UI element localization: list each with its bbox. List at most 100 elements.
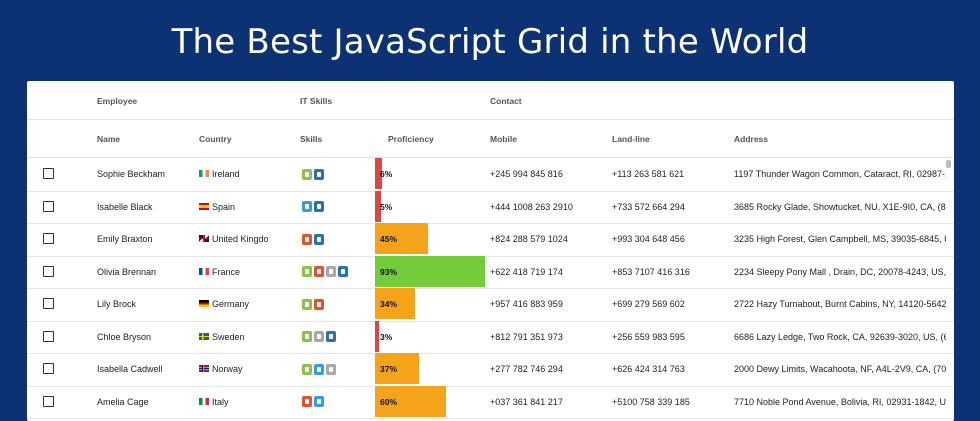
group-header-it-skills[interactable]: IT Skills	[300, 96, 333, 106]
landline-number: +853 7107 416 316	[612, 266, 690, 277]
proficiency-cell: 45%	[375, 223, 485, 255]
skill-green-icon	[302, 168, 312, 180]
country-name: Spain	[212, 201, 236, 212]
country-name: Ireland	[212, 169, 240, 179]
skill-green-icon	[302, 266, 312, 277]
proficiency-bar	[375, 320, 379, 352]
proficiency-bar	[375, 353, 419, 384]
row-checkbox[interactable]	[43, 168, 54, 179]
country-cell: Italy	[199, 386, 269, 418]
column-header-row: Name Country Skills Proficiency Mobile L…	[27, 120, 954, 158]
proficiency-cell: 34%	[375, 288, 485, 320]
table-row[interactable]: Emily Braxton United Kingdom 45% +824 288 5…	[27, 223, 954, 257]
employee-name: Lily Brock	[97, 299, 137, 309]
address: 2000 Dewy Limits, Wacahoota, NF, A4L-2V9…	[734, 364, 946, 374]
country-cell: Norway	[199, 353, 269, 385]
proficiency-cell: 3%	[375, 320, 485, 353]
table-row[interactable]: Lily Brock Germany 34% +957 416 883 959 +699…	[27, 288, 954, 322]
column-header-name[interactable]: Name	[97, 134, 121, 144]
italy-flag-icon	[199, 397, 209, 405]
proficiency-value: 60%	[380, 396, 398, 407]
table-row[interactable]: Chloe Bryson Sweden 3% +812 791 351 973 +256…	[27, 320, 954, 354]
landline-number: +626 424 314 763	[612, 364, 685, 374]
address: 1197 Thunder Wagon Common, Cataract, RI,…	[734, 169, 946, 179]
proficiency-value: 5%	[380, 201, 393, 212]
proficiency-bar	[375, 190, 381, 222]
mobile-number: +037 361 841 217	[490, 396, 563, 407]
proficiency-cell: 5%	[375, 190, 485, 223]
skill-lightblue-icon	[314, 396, 324, 407]
column-header-mobile[interactable]: Mobile	[490, 134, 517, 144]
row-checkbox[interactable]	[43, 330, 54, 342]
skills-cell	[302, 223, 382, 255]
column-header-country[interactable]: Country	[199, 134, 232, 144]
row-checkbox[interactable]	[43, 298, 54, 309]
proficiency-bar	[375, 223, 429, 254]
mobile-number: +245 994 845 816	[490, 169, 563, 179]
skills-cell	[302, 191, 382, 223]
employee-name: Isabelle Black	[97, 201, 153, 212]
landline-number: +113 263 581 621	[612, 169, 685, 179]
skill-green-icon	[302, 331, 312, 342]
landline-number: +733 572 664 294	[612, 201, 685, 212]
table-row[interactable]: Isabella Cadwell Norway 37% +277 782 746 29…	[27, 353, 954, 387]
mobile-number: +277 782 746 294	[490, 364, 563, 374]
skill-green-icon	[302, 298, 312, 310]
address: 2234 Sleepy Pony Mall , Drain, DC, 20078…	[734, 266, 946, 277]
table-row[interactable]: Sophie Beckham Ireland 6% +245 994 845 816 +…	[27, 158, 954, 192]
proficiency-cell: 37%	[375, 353, 485, 385]
proficiency-value: 93%	[380, 266, 398, 277]
skill-orange-icon	[302, 396, 312, 407]
france-flag-icon	[199, 267, 209, 275]
group-header-contact[interactable]: Contact	[490, 96, 522, 106]
address: 7710 Noble Pond Avenue, Bolivia, RI, 029…	[734, 396, 946, 407]
row-checkbox[interactable]	[43, 233, 54, 244]
country-name: Sweden	[212, 331, 245, 342]
skill-orange-icon	[314, 266, 324, 277]
skill-blue-icon	[314, 168, 324, 180]
vertical-scrollbar[interactable]	[946, 160, 951, 168]
skills-cell	[302, 321, 382, 353]
mobile-number: +444 1008 263 2910	[490, 201, 573, 212]
table-row[interactable]: Isabelle Black Spain 5% +444 1008 263 2910 +…	[27, 190, 954, 224]
column-header-address[interactable]: Address	[734, 134, 769, 144]
ireland-flag-icon	[199, 170, 209, 178]
country-cell: Sweden	[199, 321, 269, 353]
data-grid: Employee IT Skills Contact Name Country …	[27, 81, 954, 421]
skill-gray-icon	[326, 266, 336, 277]
proficiency-cell: 6%	[375, 158, 485, 190]
skill-green-icon	[302, 363, 312, 375]
skills-cell	[302, 256, 382, 288]
proficiency-value: 34%	[380, 299, 398, 309]
column-header-skills[interactable]: Skills	[300, 134, 323, 144]
address: 2722 Hazy Turnabout, Burnt Cabins, NY, 1…	[734, 299, 946, 309]
employee-name: Sophie Beckham	[97, 169, 166, 179]
country-name: United Kingdom	[212, 234, 269, 244]
proficiency-cell: 93%	[375, 255, 485, 288]
mobile-number: +957 416 883 959	[490, 299, 563, 309]
table-row[interactable]: Amelia Cage Italy 60% +037 361 841 217 +5100…	[27, 385, 954, 419]
landline-number: +993 304 648 456	[612, 234, 685, 244]
proficiency-bar	[375, 288, 416, 319]
norway-flag-icon	[199, 365, 209, 373]
row-checkbox[interactable]	[43, 363, 54, 374]
country-cell: France	[199, 256, 269, 288]
address: 6686 Lazy Ledge, Two Rock, CA, 92639-302…	[734, 331, 946, 342]
landline-number: +5100 758 339 185	[612, 396, 690, 407]
column-header-proficiency[interactable]: Proficiency	[388, 134, 434, 144]
table-row[interactable]: Olivia Brennan France 93% +622 418 719 174 +…	[27, 255, 954, 289]
address: 3235 High Forest, Glen Campbell, MS, 390…	[734, 234, 946, 244]
column-header-landline[interactable]: Land-line	[612, 134, 650, 144]
country-name: Germany	[212, 299, 250, 309]
skills-cell	[302, 353, 382, 385]
uk-flag-icon	[199, 235, 209, 243]
country-cell: Ireland	[199, 158, 269, 190]
group-header-employee[interactable]: Employee	[97, 96, 138, 106]
row-checkbox[interactable]	[43, 265, 54, 277]
row-checkbox[interactable]	[43, 200, 54, 212]
employee-name: Emily Braxton	[97, 234, 153, 244]
employee-name: Chloe Bryson	[97, 331, 152, 342]
proficiency-cell: 60%	[375, 385, 485, 418]
proficiency-value: 37%	[380, 364, 398, 374]
skill-orange-icon	[314, 298, 324, 310]
